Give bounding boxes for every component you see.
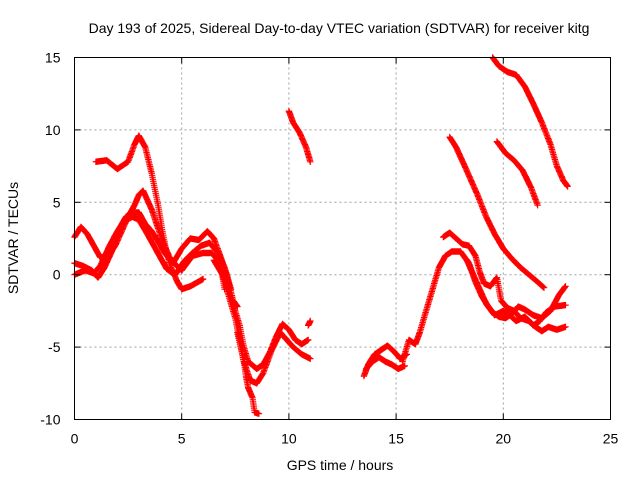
x-tick-label: 10 — [281, 431, 297, 447]
y-tick-label: -5 — [48, 339, 61, 355]
y-tick-label: 5 — [53, 194, 61, 210]
series-seg-e1 — [446, 133, 548, 291]
y-axis-title: SDTVAR / TECUs — [5, 182, 21, 294]
series-seg-d4 — [440, 229, 569, 335]
data-points — [446, 133, 548, 291]
y-tick-labels: -10 -5 0 5 10 15 — [40, 50, 60, 428]
chart-title: Day 193 of 2025, Sidereal Day-to-day VTE… — [89, 20, 590, 36]
series-seg-c1 — [285, 107, 314, 165]
data-points — [234, 329, 314, 387]
series-seg-e3 — [493, 138, 541, 209]
series-seg-d5 — [463, 257, 569, 322]
plot-frame — [74, 57, 611, 420]
x-tick-label: 25 — [603, 431, 619, 447]
data-points — [305, 317, 314, 329]
x-axis-title: GPS time / hours — [287, 457, 394, 473]
y-tick-label: 0 — [53, 267, 61, 283]
data-points — [362, 354, 408, 372]
x-tick-label: 20 — [496, 431, 512, 447]
x-tick-labels: 0 5 10 15 20 25 — [71, 431, 619, 447]
data-points — [285, 107, 314, 165]
x-tick-label: 0 — [71, 431, 79, 447]
y-tick-label: 10 — [45, 122, 61, 138]
axis-ticks — [74, 57, 611, 420]
x-tick-label: 5 — [178, 431, 186, 447]
data-points — [440, 229, 569, 335]
series-seg-b3 — [234, 329, 314, 387]
y-tick-label: -10 — [40, 412, 60, 428]
x-tick-label: 15 — [388, 431, 404, 447]
series-seg-d2 — [362, 354, 408, 372]
data-points — [463, 257, 569, 322]
y-tick-label: 15 — [45, 50, 61, 66]
data-points — [493, 138, 541, 209]
series-seg-b4 — [305, 317, 314, 329]
